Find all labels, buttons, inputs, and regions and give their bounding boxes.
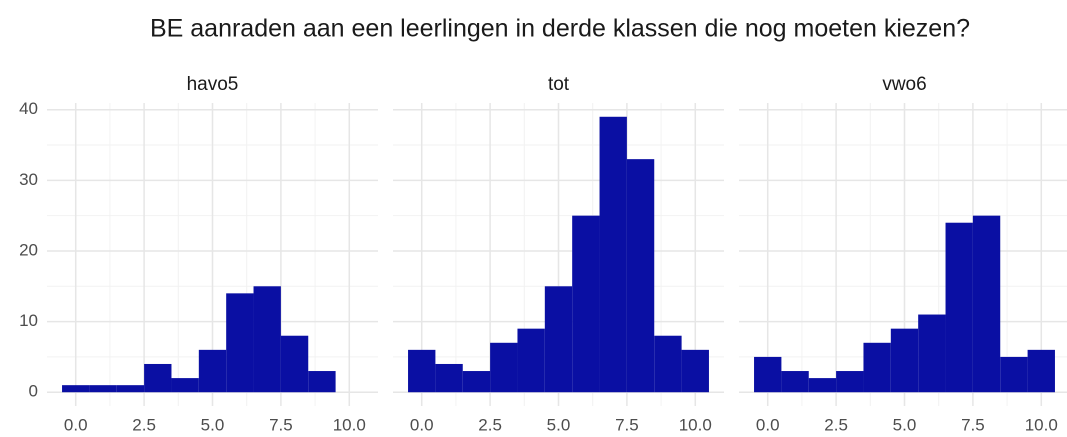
bar (198, 349, 227, 393)
y-tick-label: 0 (29, 382, 38, 401)
facet-title: havo5 (187, 74, 239, 95)
bar (435, 363, 463, 393)
chart-title: BE aanraden aan een leerlingen in derde … (150, 15, 970, 43)
bar (836, 371, 864, 393)
x-tick-label: 7.5 (961, 415, 985, 434)
x-tick-label: 2.5 (478, 415, 502, 434)
bar (681, 349, 709, 393)
x-tick-label: 7.5 (615, 415, 639, 434)
x-tick-label: 5.0 (893, 415, 917, 434)
facet-title: tot (548, 74, 570, 95)
bar (863, 342, 891, 393)
bar (89, 385, 117, 393)
bar (754, 356, 782, 393)
x-tick-label: 10.0 (333, 415, 366, 434)
bar (599, 116, 627, 393)
x-tick-label: 10.0 (679, 415, 712, 434)
bar (144, 363, 172, 393)
bar (626, 159, 655, 393)
x-tick-label: 7.5 (269, 415, 293, 434)
bar (544, 286, 573, 393)
bar (1000, 356, 1028, 393)
bar (116, 385, 145, 393)
bar (654, 335, 682, 393)
bar (171, 378, 199, 393)
y-tick-label: 20 (19, 240, 38, 259)
x-tick-label: 10.0 (1025, 415, 1058, 434)
y-tick-label: 40 (19, 99, 38, 118)
bar (408, 349, 436, 393)
bar (945, 222, 973, 393)
bar (918, 314, 946, 393)
bar (226, 293, 254, 393)
x-tick-label: 0.0 (410, 415, 434, 434)
x-tick-label: 0.0 (64, 415, 88, 434)
x-tick-label: 0.0 (756, 415, 780, 434)
x-tick-label: 2.5 (824, 415, 848, 434)
bar (308, 371, 336, 393)
bar (808, 378, 837, 393)
y-tick-label: 10 (19, 311, 38, 330)
bar (517, 328, 545, 393)
bar (280, 335, 309, 393)
bar (781, 371, 809, 393)
bar (62, 385, 90, 393)
x-tick-label: 5.0 (201, 415, 225, 434)
facet-title: vwo6 (882, 74, 926, 95)
y-tick-label: 30 (19, 170, 38, 189)
bar (490, 342, 518, 393)
x-tick-label: 2.5 (132, 415, 156, 434)
bar (1027, 349, 1055, 393)
bar (972, 215, 1001, 393)
bar (572, 215, 600, 393)
bar (462, 371, 491, 393)
x-tick-label: 5.0 (547, 415, 571, 434)
bar (253, 286, 281, 393)
bar (890, 328, 919, 393)
